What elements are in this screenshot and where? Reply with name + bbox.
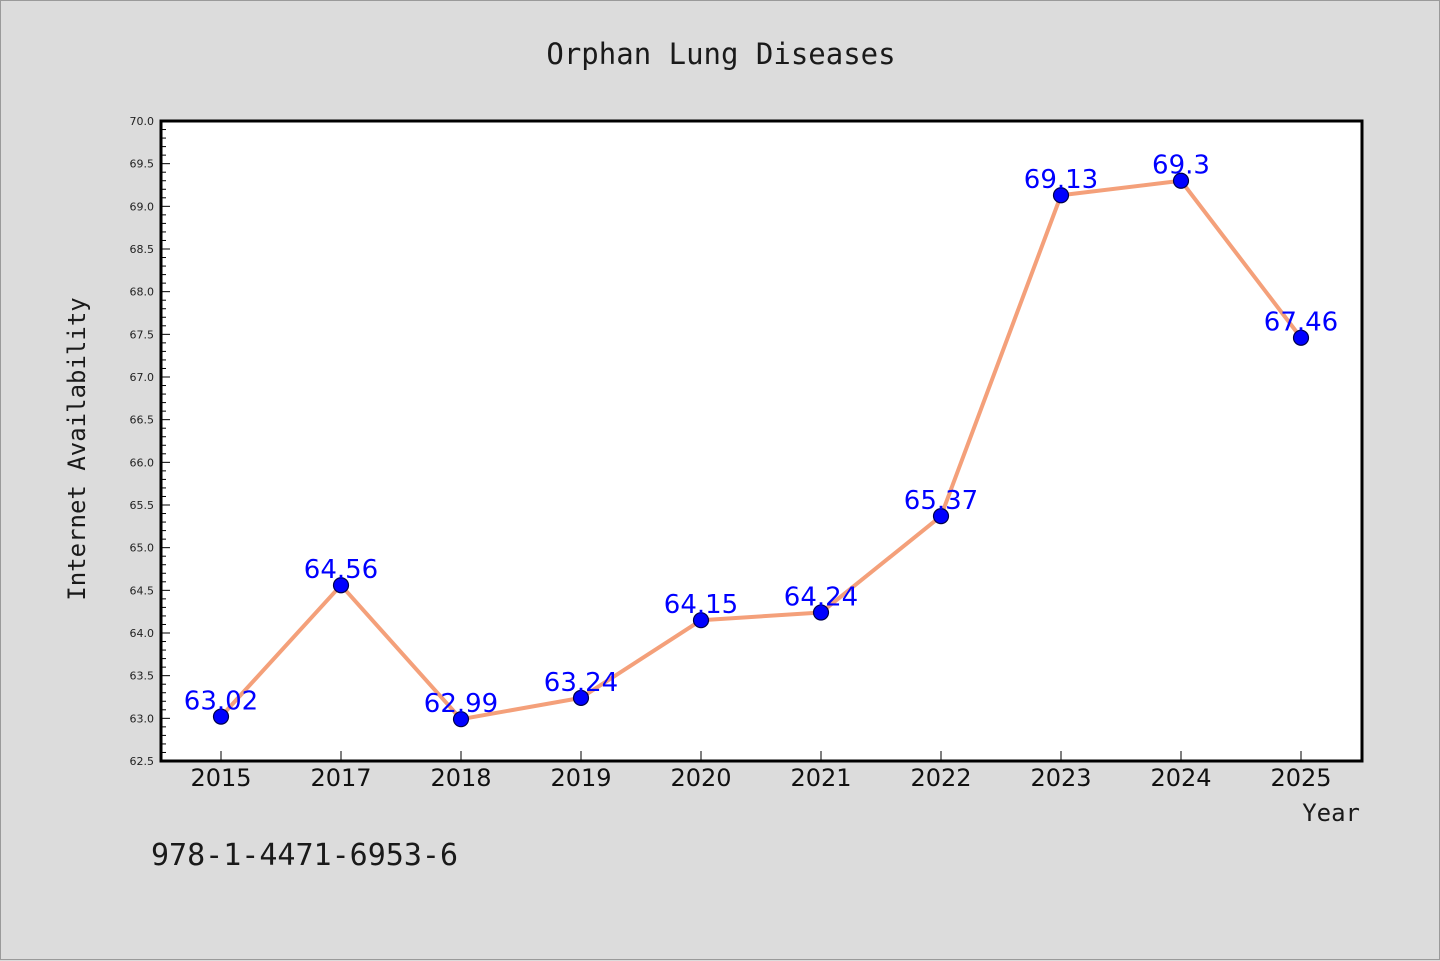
series-layer: 63.02 64.56 62.99 63.24 64.15 64.24 65.37 69.13… xyxy=(184,151,1338,728)
x-tick-label: 2021 xyxy=(790,764,851,792)
y-tick-label: 70.0 xyxy=(130,115,155,128)
x-tick-label: 2023 xyxy=(1030,764,1091,792)
series-line xyxy=(219,178,1303,722)
y-tick-label: 68.0 xyxy=(130,286,155,299)
x-tick-label: 2017 xyxy=(310,764,371,792)
y-tick-label: 69.5 xyxy=(130,158,155,171)
x-tick-label: 2022 xyxy=(910,764,971,792)
data-point xyxy=(452,711,470,728)
y-tick-label: 67.5 xyxy=(130,328,155,341)
data-label: 64.15 xyxy=(664,590,738,620)
y-axis-label: Internet Availability xyxy=(63,297,91,600)
x-tick-label: 2015 xyxy=(190,764,251,792)
data-point xyxy=(692,612,710,629)
plot-area xyxy=(161,121,1362,761)
y-tick-label: 65.0 xyxy=(130,542,155,555)
y-tick-label: 63.0 xyxy=(130,712,155,725)
data-label: 65.37 xyxy=(904,486,978,516)
y-tick-label: 64.0 xyxy=(130,627,155,640)
data-point xyxy=(1172,172,1190,189)
data-label: 67.46 xyxy=(1264,308,1338,338)
x-axis: 2015 2017 2018 2019 2020 2021 2022 2023 2024 2025 xyxy=(190,751,1332,792)
chart-title: Orphan Lung Diseases xyxy=(546,37,895,71)
footer-isbn: 978-1-4471-6953-6 xyxy=(151,838,458,873)
y-tick-label: 64.5 xyxy=(130,584,155,597)
y-tick-label: 67.0 xyxy=(130,371,155,384)
data-point xyxy=(332,577,350,594)
y-tick-label: 65.5 xyxy=(130,499,155,512)
x-tick-label: 2018 xyxy=(430,764,491,792)
y-tick-label: 66.5 xyxy=(130,414,155,427)
y-tick-label: 69.0 xyxy=(130,200,155,213)
x-tick-label: 2019 xyxy=(550,764,611,792)
y-tick-label: 66.0 xyxy=(130,456,155,469)
data-label: 62.99 xyxy=(424,689,498,719)
data-point xyxy=(812,604,830,621)
x-tick-label: 2024 xyxy=(1150,764,1211,792)
data-label: 64.56 xyxy=(304,555,378,585)
y-tick-label: 68.5 xyxy=(130,243,155,256)
data-point xyxy=(1052,187,1070,204)
data-point xyxy=(1292,329,1310,346)
plot-frame xyxy=(159,119,1364,763)
data-point xyxy=(932,507,950,525)
y-tick-label: 62.5 xyxy=(130,755,155,768)
data-label: 69.13 xyxy=(1024,165,1098,195)
data-point xyxy=(212,708,230,725)
x-tick-label: 2020 xyxy=(670,764,731,792)
data-label: 69.3 xyxy=(1152,151,1210,181)
x-axis-label: Year xyxy=(1302,799,1360,827)
x-tick-label: 2025 xyxy=(1270,764,1331,792)
data-label: 63.24 xyxy=(544,668,618,698)
data-label: 63.02 xyxy=(184,687,258,717)
data-label: 64.24 xyxy=(784,583,858,613)
y-tick-label: 63.5 xyxy=(130,670,155,683)
data-point xyxy=(572,689,590,706)
